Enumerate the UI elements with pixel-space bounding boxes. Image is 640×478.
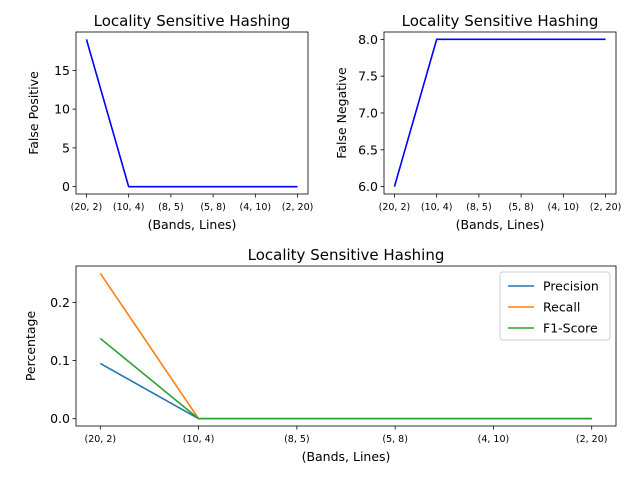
chart-2: Locality Sensitive Hashing (20, 2) (10, 4)… [334,12,621,232]
x-tick-label: (20, 2) [71,202,103,213]
y-tick-label: 0.0 [50,411,70,426]
legend: Precision Recall F1-Score [499,271,611,341]
series-line [85,39,298,188]
legend-frame [499,271,611,341]
y-tick-label: 10 [54,102,70,117]
y-tick-label: 8.0 [358,32,378,47]
y-tick-label: 5 [62,140,70,155]
x-tick-label: (8, 5) [158,202,184,213]
x-tick-label: (2, 20) [576,434,608,445]
chart-1: Locality Sensitive Hashing (20, 2) (10, 4)… [26,12,313,232]
x-tick-label: (20, 2) [85,434,117,445]
legend-label: F1-Score [543,321,598,336]
x-axis-label: (Bands, Lines) [456,217,545,232]
series-line-precision [99,362,592,420]
y-tick-label: 7.5 [358,69,378,84]
x-tick-label: (4, 10) [478,434,510,445]
axes-frame [75,265,617,427]
y-tick-label: 6.0 [358,179,378,194]
x-tick-label: (8, 5) [466,202,492,213]
y-axis-label: Percentage [23,311,38,382]
x-axis-label: (Bands, Lines) [148,217,237,232]
chart-3: Locality Sensitive Hashing (20, 2) (10, 4)… [23,246,617,464]
x-tick-label: (4, 10) [240,202,272,213]
chart-title: Locality Sensitive Hashing [248,246,445,264]
y-tick-label: 0.1 [50,353,70,368]
y-tick-label: 15 [54,63,70,78]
chart-title: Locality Sensitive Hashing [94,12,291,30]
x-tick-label: (8, 5) [284,434,310,445]
x-tick-label: (10, 4) [113,202,145,213]
x-tick-label: (20, 2) [379,202,411,213]
y-tick-label: 7.0 [358,106,378,121]
chart-title: Locality Sensitive Hashing [402,12,599,30]
y-tick-label: 0 [62,179,70,194]
y-axis-label: False Negative [334,67,349,159]
y-tick-label: 6.5 [358,142,378,157]
x-tick-label: (5, 8) [200,202,226,213]
y-tick-label: 0.2 [50,295,70,310]
x-tick-label: (2, 20) [282,202,314,213]
x-axis-label: (Bands, Lines) [302,449,391,464]
y-axis-label: False Positive [26,71,41,155]
legend-label: Precision [543,279,599,294]
series-line [393,38,606,187]
legend-label: Recall [543,300,580,315]
x-tick-label: (5, 8) [382,434,408,445]
axes-frame [75,31,309,195]
x-tick-label: (2, 20) [590,202,622,213]
x-tick-label: (10, 4) [421,202,453,213]
x-tick-label: (10, 4) [183,434,215,445]
series-line-f1-score [99,337,592,420]
axes-frame [383,31,617,195]
x-tick-label: (4, 10) [548,202,580,213]
x-tick-label: (5, 8) [508,202,534,213]
